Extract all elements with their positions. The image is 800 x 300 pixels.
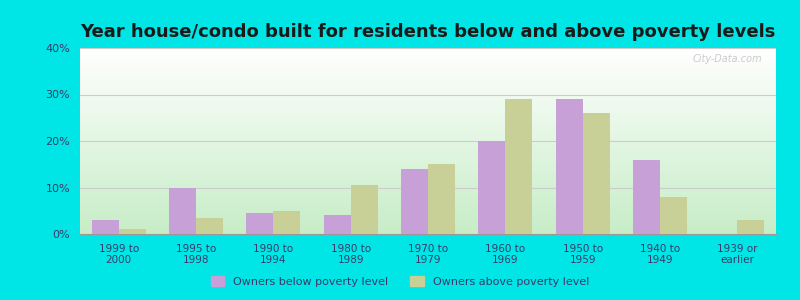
Bar — [660, 197, 687, 234]
Bar — [428, 164, 455, 234]
Text: City-Data.com: City-Data.com — [693, 54, 762, 64]
Bar — [350, 185, 378, 234]
Bar — [633, 160, 660, 234]
Legend: Owners below poverty level, Owners above poverty level: Owners below poverty level, Owners above… — [206, 272, 594, 291]
Bar — [555, 99, 582, 234]
Bar — [169, 188, 196, 234]
Bar — [118, 229, 146, 234]
Bar — [91, 220, 118, 234]
Bar — [274, 211, 300, 234]
Bar — [506, 99, 532, 234]
Bar — [582, 113, 610, 234]
Bar — [738, 220, 764, 234]
Bar — [196, 218, 223, 234]
Title: Year house/condo built for residents below and above poverty levels: Year house/condo built for residents bel… — [80, 23, 776, 41]
Bar — [401, 169, 428, 234]
Bar — [246, 213, 274, 234]
Bar — [323, 215, 350, 234]
Bar — [478, 141, 506, 234]
